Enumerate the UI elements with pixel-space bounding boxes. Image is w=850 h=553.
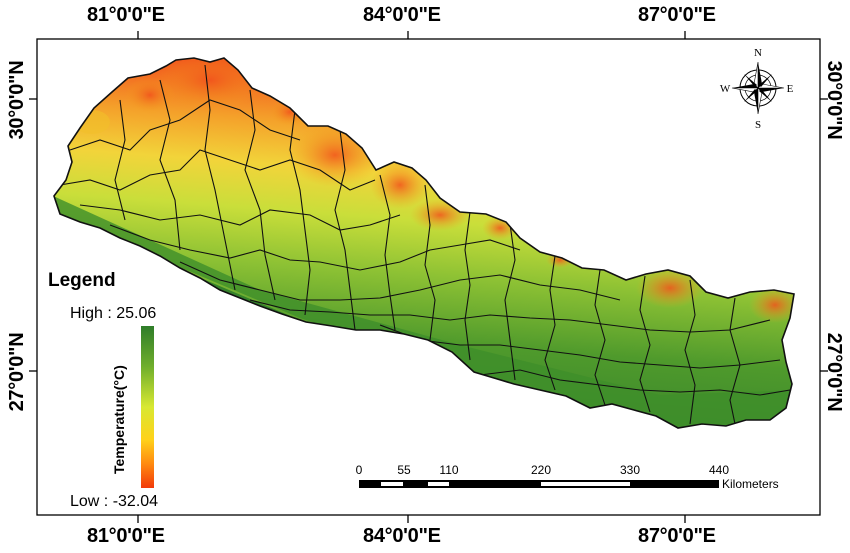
legend-color-ramp <box>141 326 154 488</box>
longitude-label-bottom-81: 81°0'0"E <box>87 525 165 547</box>
scale-unit-label: Kilometers <box>722 477 779 491</box>
legend-high-label: High : 25.06 <box>70 305 156 322</box>
nepal-temperature-raster <box>53 57 795 429</box>
graticule-ticks <box>29 31 828 523</box>
scale-bar: 0 55 110 220 330 440 Kilometers <box>356 463 779 491</box>
longitude-label-top-84: 84°0'0"E <box>363 4 441 26</box>
compass-e-label: E <box>787 83 794 95</box>
scale-tick-0: 0 <box>356 463 363 477</box>
district-boundaries <box>59 64 791 425</box>
scale-tick-440: 440 <box>709 463 729 477</box>
scale-tick-330: 330 <box>620 463 640 477</box>
compass-w-label: W <box>720 83 731 95</box>
compass-n-label: N <box>754 47 762 59</box>
scale-tick-110: 110 <box>439 463 458 477</box>
longitude-label-top-87: 87°0'0"E <box>638 4 716 26</box>
longitude-label-bottom-87: 87°0'0"E <box>638 525 716 547</box>
longitude-label-bottom-84: 84°0'0"E <box>363 525 441 547</box>
legend-low-label: Low : -32.04 <box>70 493 158 510</box>
scale-tick-55: 55 <box>397 463 411 477</box>
compass-s-label: S <box>755 119 761 131</box>
legend: Legend High : 25.06 Low : -32.04 Tempera… <box>48 270 158 510</box>
legend-axis-label: Temperature(°C) <box>111 365 127 474</box>
compass-rose-icon: N S E W <box>720 47 794 131</box>
legend-title: Legend <box>48 270 116 291</box>
scale-tick-220: 220 <box>531 463 551 477</box>
map-frame <box>36 38 821 516</box>
longitude-label-top-81: 81°0'0"E <box>87 4 165 26</box>
